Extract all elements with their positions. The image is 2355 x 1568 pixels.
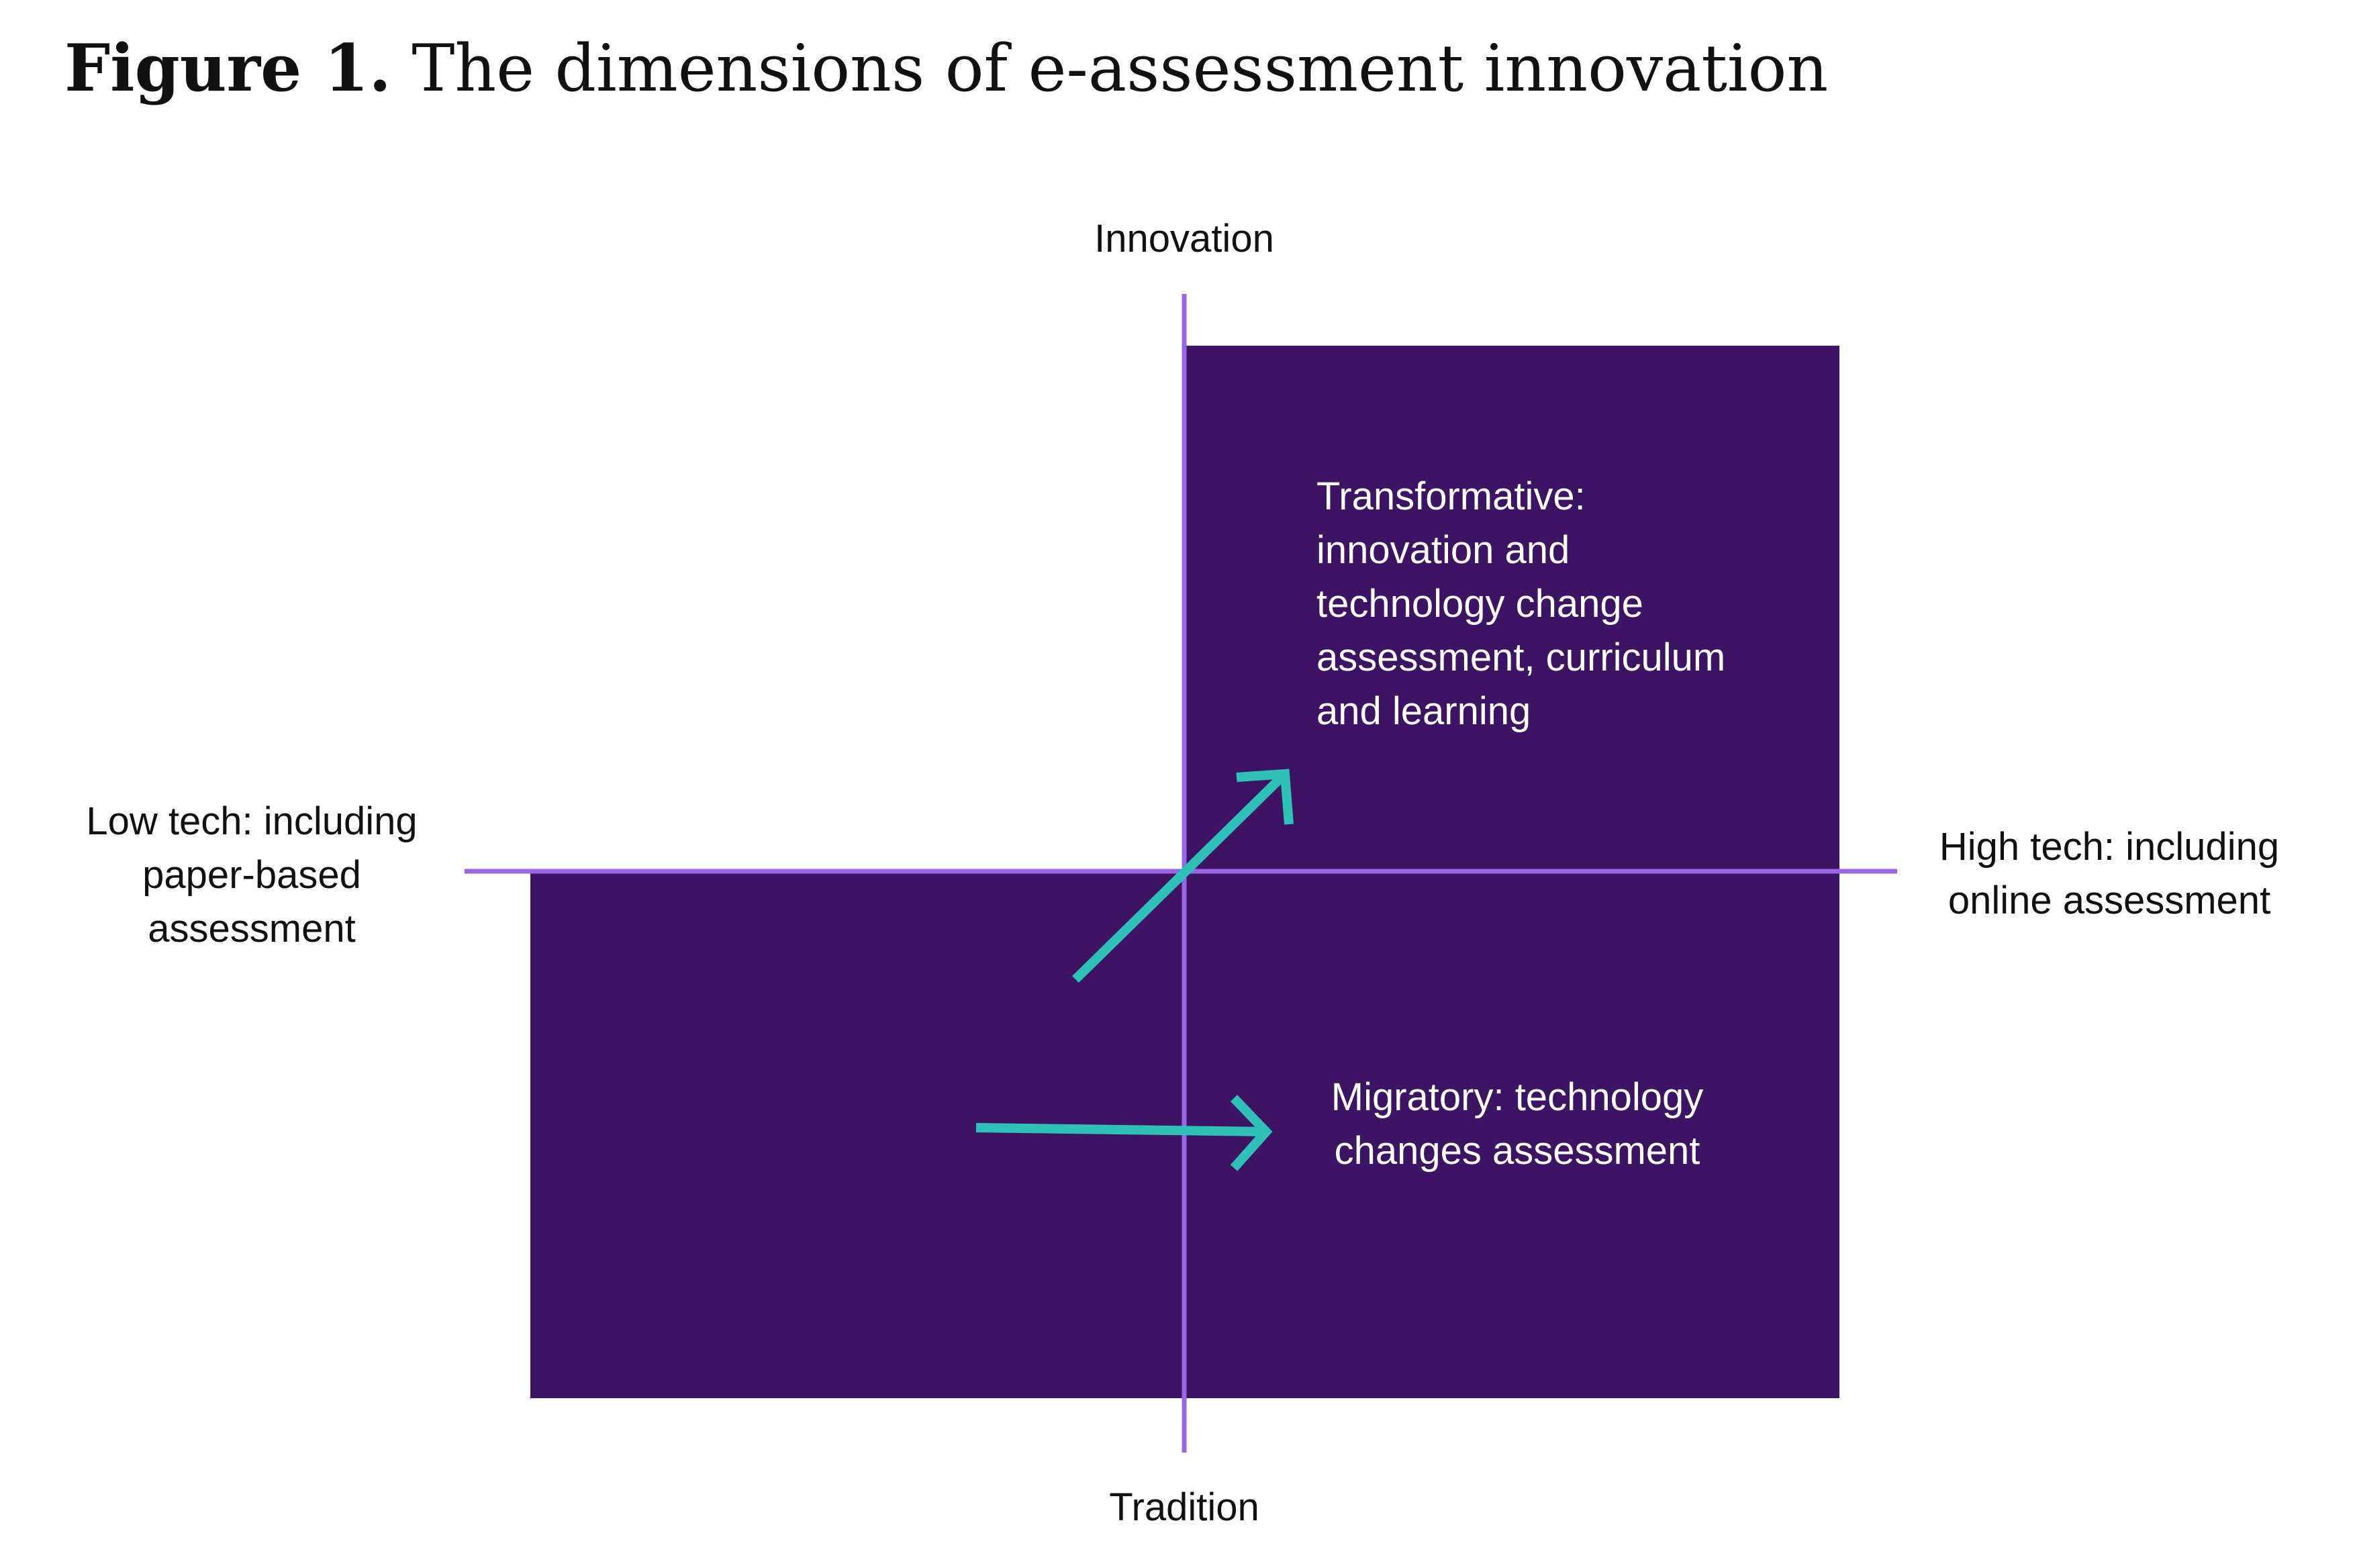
figure-title-text: The dimensions of e-assessment innovatio… bbox=[412, 31, 1829, 106]
figure-label: Figure 1. bbox=[64, 30, 391, 106]
region-label-transformative: Transformative: innovation and technolog… bbox=[1316, 475, 1726, 733]
transformative-arrow bbox=[1072, 769, 1294, 983]
axis-label-tradition: Tradition bbox=[1109, 1485, 1259, 1529]
region-label-migratory: Migratory: technology changes assessment bbox=[1331, 1075, 1704, 1173]
axis-label-innovation: Innovation bbox=[1094, 217, 1274, 260]
axis-label-high-tech: High tech: including online assessment bbox=[1939, 825, 2280, 922]
axis-label-low-tech: Low tech: including paper-based assessme… bbox=[86, 799, 418, 950]
migratory-arrow bbox=[975, 1095, 1273, 1171]
figure-title: Figure 1. The dimensions of e-assessment… bbox=[64, 30, 1828, 107]
